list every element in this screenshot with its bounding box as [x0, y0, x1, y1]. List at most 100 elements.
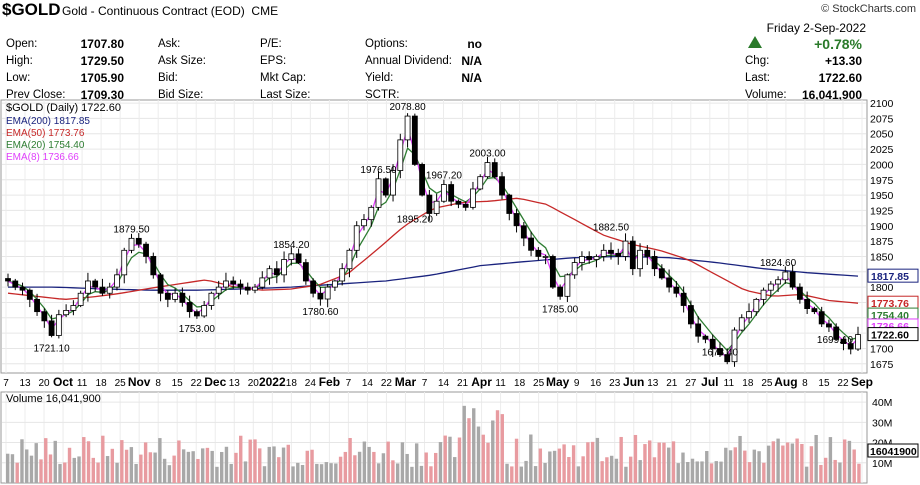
volume-bar — [809, 446, 814, 483]
pe-label: P/E: — [260, 38, 282, 50]
candle-body — [215, 286, 222, 294]
x-tick-label: 7 — [3, 378, 9, 389]
volume-bar — [838, 462, 842, 483]
candle-body — [172, 292, 178, 300]
volume-bar — [20, 439, 24, 483]
volume-bar — [505, 463, 509, 483]
x-tick-label: Feb — [319, 375, 340, 389]
low-value: 1705.90 — [80, 71, 124, 85]
volume-bar — [248, 439, 252, 483]
volume-bar — [10, 454, 15, 483]
candle-body — [390, 170, 396, 196]
candle-body — [12, 280, 19, 288]
x-tick-label: 15 — [818, 378, 830, 389]
volume-bar — [533, 466, 538, 483]
annual-dividend-value: N/A — [461, 54, 482, 68]
volume-bar — [25, 449, 29, 483]
candle-body — [462, 203, 469, 208]
candle-body — [19, 286, 26, 291]
volume-bar — [648, 440, 652, 483]
candle-body — [658, 268, 665, 279]
volume-bar — [72, 457, 76, 483]
candle-body — [26, 289, 33, 300]
candle-body — [608, 249, 614, 254]
instrument-name-text: Gold - Continuous Contract (EOD) — [62, 4, 245, 18]
candle-body — [397, 139, 404, 171]
candle-body — [571, 262, 578, 276]
candle-body — [564, 274, 571, 297]
bid-size-label: Bid Size: — [158, 89, 204, 101]
candle-body — [738, 317, 745, 331]
volume-bar — [628, 456, 633, 483]
ema50-line — [7, 197, 859, 304]
bid-label: Bid: — [158, 72, 178, 84]
x-tick-label: 22 — [381, 378, 393, 389]
volume-bar — [158, 438, 162, 483]
volume-bar — [48, 454, 53, 483]
x-tick-label: 8 — [802, 378, 808, 389]
candle-body — [266, 268, 273, 279]
y-tick-label: 1675 — [870, 359, 894, 371]
volume-bar — [576, 466, 581, 483]
volume-bar — [467, 418, 471, 483]
y-tick-label: 2025 — [870, 144, 894, 156]
price-annotation: 2003.00 — [469, 149, 506, 160]
candle-body — [252, 286, 258, 291]
x-tick-label: 20 — [248, 378, 260, 389]
volume-bar — [857, 463, 861, 483]
candle-body — [491, 162, 498, 178]
ask-label: Ask: — [158, 38, 181, 50]
volume-bar — [77, 456, 81, 483]
volume-bar — [34, 443, 38, 483]
prev-close-value: 1709.30 — [80, 88, 124, 102]
volume-bar — [828, 437, 833, 483]
volume-bar — [667, 447, 671, 483]
candle-body — [34, 298, 40, 313]
x-tick-label: 13 — [229, 378, 241, 389]
quote-date: Friday 2-Sep-2022 — [766, 21, 866, 35]
candle-body — [586, 256, 593, 260]
candle-body — [717, 348, 723, 355]
candle-body — [709, 338, 716, 349]
volume-bar — [728, 450, 733, 483]
volume-bar — [357, 451, 362, 483]
candle-body — [775, 279, 781, 285]
volume-bar — [795, 438, 799, 483]
candle-body — [237, 283, 244, 288]
candle-body — [637, 249, 643, 270]
x-tick-label: 18 — [96, 378, 108, 389]
price-annotations: 1721.10 1879.50 1753.00 1854.20 1780.60 1976.… — [34, 102, 854, 359]
volume-bar — [457, 437, 462, 483]
volume-bar — [434, 452, 438, 483]
volume-bar — [429, 466, 433, 483]
candle-body — [629, 240, 636, 270]
brand-link[interactable]: © StockCharts.com — [821, 3, 916, 15]
volume-title: Volume 16,041,900 — [6, 393, 101, 405]
candle-body — [368, 206, 375, 221]
volume-bar — [481, 434, 485, 483]
legend-ema200: EMA(200) 1817.85 — [6, 116, 90, 127]
volume-bar — [410, 466, 414, 483]
volume-bar — [705, 451, 709, 483]
y-tick-label: 1700 — [870, 343, 894, 355]
volume-bar — [367, 446, 371, 483]
candle-body — [855, 334, 861, 350]
instrument-name: Gold - Continuous Contract (EOD) CME — [62, 4, 278, 18]
chart-title: $GOLD (Daily) 1722.60 — [6, 102, 121, 114]
legend-ema50: EMA(50) 1773.76 — [6, 128, 85, 139]
volume-bar — [44, 438, 48, 483]
x-tick-label: 2022 — [259, 375, 286, 389]
volume-bar — [253, 439, 257, 483]
price-annotation: 1824.60 — [760, 258, 797, 269]
candle-body — [179, 292, 186, 303]
volume-bar — [139, 454, 143, 483]
x-tick-label: 22 — [837, 378, 849, 389]
volume-tick-label: 10M — [872, 458, 892, 470]
candle-body — [121, 249, 128, 276]
volume-bar — [590, 441, 595, 483]
y-tick-label: 2050 — [870, 129, 894, 141]
eps-label: EPS: — [260, 55, 287, 67]
high-value: 1729.50 — [80, 54, 124, 68]
y-tick-label: 1925 — [870, 205, 894, 217]
